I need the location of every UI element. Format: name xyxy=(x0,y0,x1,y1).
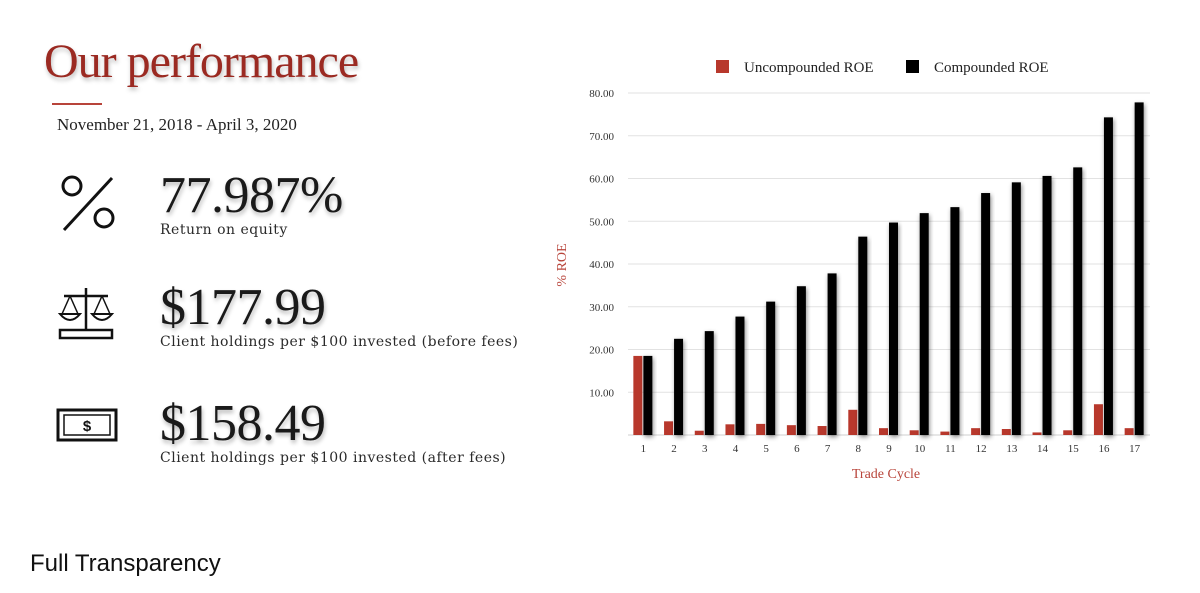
x-axis-title: Trade Cycle xyxy=(852,467,920,482)
bar-uncompounded-10 xyxy=(909,430,919,435)
bar-uncompounded-12 xyxy=(971,428,981,435)
x-tick-label: 7 xyxy=(825,443,831,455)
x-tick-label: 4 xyxy=(733,443,739,455)
x-tick-label: 14 xyxy=(1037,443,1049,455)
banknote-icon: $ xyxy=(56,408,118,442)
bar-uncompounded-8 xyxy=(848,409,858,435)
bar-compounded-11 xyxy=(950,207,960,435)
stat-label: Return on equity xyxy=(160,222,288,238)
bar-uncompounded-11 xyxy=(940,431,950,435)
stat-holdings-after-fees: $ $158.49 Client holdings per $100 inves… xyxy=(56,395,536,490)
stat-return-on-equity: 77.987% Return on equity xyxy=(56,167,536,262)
svg-text:$: $ xyxy=(83,418,92,435)
legend-label: Compounded ROE xyxy=(934,60,1049,76)
x-tick-label: 5 xyxy=(763,443,769,455)
date-range: November 21, 2018 - April 3, 2020 xyxy=(57,115,297,134)
x-tick-label: 11 xyxy=(945,443,956,455)
bar-compounded-8 xyxy=(858,236,868,435)
bar-compounded-10 xyxy=(919,213,929,435)
chart-legend: Uncompounded ROE Compounded ROE xyxy=(716,60,1049,76)
bar-uncompounded-3 xyxy=(694,430,704,435)
x-tick-label: 9 xyxy=(886,443,892,455)
bar-compounded-1 xyxy=(643,355,653,435)
stat-label: Client holdings per $100 invested (after… xyxy=(160,450,507,466)
stat-holdings-before-fees: $177.99 Client holdings per $100 investe… xyxy=(56,279,536,374)
x-tick-label: 10 xyxy=(914,443,926,455)
stat-value: 77.987% xyxy=(160,167,343,224)
bar-compounded-12 xyxy=(981,193,991,435)
bar-uncompounded-1 xyxy=(633,355,643,435)
percent-icon xyxy=(61,175,115,232)
stat-label: Client holdings per $100 invested (befor… xyxy=(160,334,519,350)
y-axis-title: % ROE xyxy=(555,243,570,286)
y-tick-label: 30.00 xyxy=(589,302,614,314)
bar-compounded-3 xyxy=(704,331,714,435)
bar-uncompounded-14 xyxy=(1032,432,1042,435)
bar-compounded-9 xyxy=(889,222,898,435)
stat-value: $158.49 xyxy=(160,395,326,452)
scales-icon xyxy=(57,288,115,340)
x-tick-label: 8 xyxy=(856,443,862,455)
x-tick-label: 1 xyxy=(641,443,647,455)
legend-swatch xyxy=(906,60,919,73)
bar-uncompounded-15 xyxy=(1063,430,1073,435)
bar-uncompounded-17 xyxy=(1124,428,1134,435)
title-underline xyxy=(52,103,102,105)
y-tick-label: 10.00 xyxy=(589,387,614,399)
x-tick-label: 15 xyxy=(1068,443,1080,455)
bar-compounded-14 xyxy=(1042,175,1052,435)
page-title: Our performance xyxy=(44,35,359,88)
bar-compounded-2 xyxy=(674,338,684,435)
chart-bars xyxy=(633,102,1144,436)
y-tick-label: 80.00 xyxy=(589,88,614,100)
bar-uncompounded-13 xyxy=(1001,429,1011,435)
roe-bar-chart: Uncompounded ROE Compounded ROE 80.00 70.0… xyxy=(555,60,1150,482)
legend-swatch xyxy=(716,60,729,73)
x-tick-label: 6 xyxy=(794,443,800,455)
legend-label: Uncompounded ROE xyxy=(744,60,874,76)
bar-compounded-5 xyxy=(766,301,776,435)
footer-caption: Full Transparency xyxy=(30,550,221,577)
x-tick-label: 17 xyxy=(1129,443,1141,455)
bar-compounded-6 xyxy=(796,286,806,435)
x-tick-label: 12 xyxy=(976,443,987,455)
stat-value: $177.99 xyxy=(160,279,326,336)
bar-compounded-16 xyxy=(1103,117,1113,436)
bar-compounded-15 xyxy=(1073,167,1083,435)
bar-uncompounded-2 xyxy=(664,421,674,435)
bar-compounded-13 xyxy=(1011,182,1021,435)
x-tick-label: 3 xyxy=(702,443,708,455)
bar-uncompounded-4 xyxy=(725,424,735,435)
y-tick-label: 20.00 xyxy=(589,345,614,357)
y-tick-label: 70.00 xyxy=(589,131,614,143)
bar-uncompounded-9 xyxy=(879,428,888,435)
y-tick-label: 50.00 xyxy=(589,216,614,228)
bar-uncompounded-6 xyxy=(786,425,796,435)
x-tick-label: 2 xyxy=(671,443,677,455)
y-tick-label: 60.00 xyxy=(589,174,614,186)
chart-gridlines: 80.00 70.00 60.00 50.00 40.00 30.00 20.00 10.00 xyxy=(589,88,1150,436)
bar-uncompounded-16 xyxy=(1093,404,1103,435)
bar-uncompounded-5 xyxy=(756,423,766,435)
bar-uncompounded-7 xyxy=(817,426,827,435)
bar-compounded-7 xyxy=(827,273,837,435)
x-tick-label: 16 xyxy=(1098,443,1110,455)
x-tick-label: 13 xyxy=(1006,443,1018,455)
y-tick-label: 40.00 xyxy=(589,259,614,271)
bar-compounded-17 xyxy=(1134,102,1144,435)
x-axis-ticks: 1 2 3 4 5 6 7 8 9 10 11 12 13 14 15 16 17 xyxy=(641,443,1141,455)
bar-compounded-4 xyxy=(735,316,745,435)
